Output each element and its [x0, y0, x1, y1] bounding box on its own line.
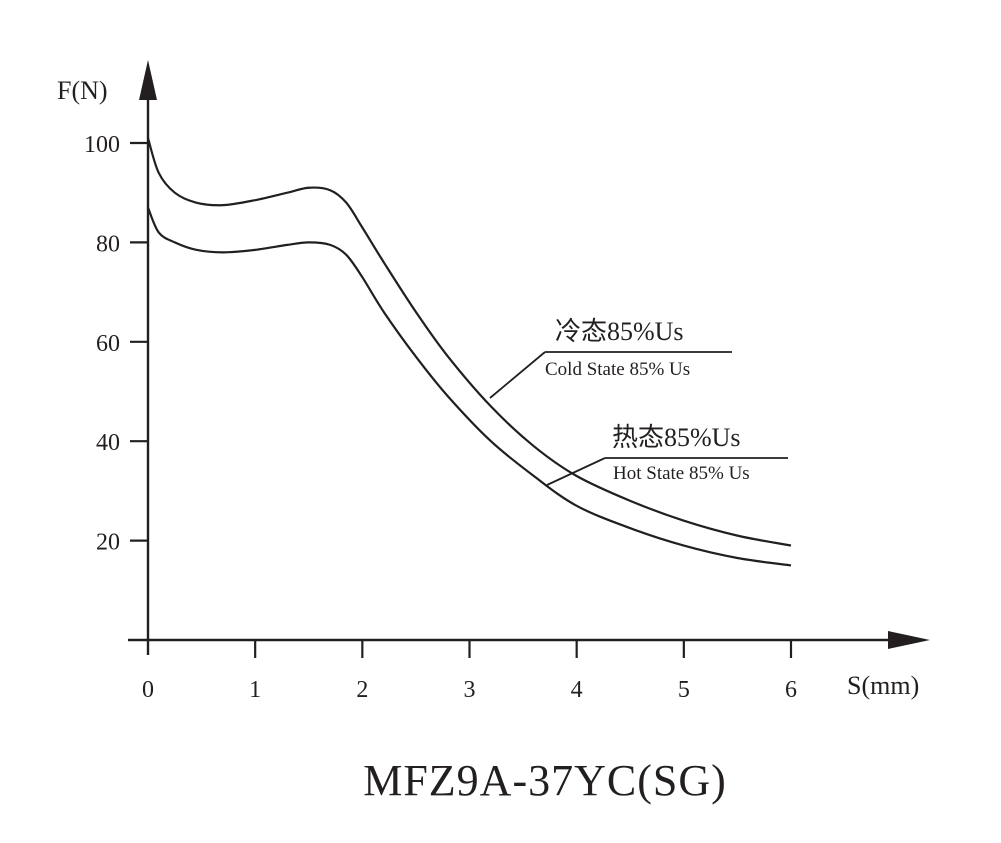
series-line-hot-state — [146, 207, 792, 567]
x-ticks: 0 1 2 3 4 5 6 — [142, 640, 797, 703]
annotation-hot-leader — [546, 457, 606, 486]
x-tick-label: 1 — [249, 677, 261, 703]
annotation-cold-leader — [489, 351, 546, 399]
y-axis-arrow — [139, 60, 157, 100]
series-line-cold-state — [146, 137, 792, 547]
x-tick-label: 3 — [464, 677, 476, 703]
annotation-hot-state: 热态85%Us Hot State 85% Us — [546, 423, 788, 486]
x-tick-label: 0 — [142, 677, 154, 703]
x-tick-label: 2 — [356, 677, 368, 703]
y-tick-label: 80 — [96, 231, 120, 257]
x-tick-label: 4 — [571, 677, 583, 703]
annotation-cold-en: Cold State 85% Us — [545, 359, 690, 380]
chart-title: MFZ9A-37YC(SG) — [363, 756, 727, 805]
x-tick-label: 6 — [785, 677, 797, 703]
y-axis-label: F(N) — [57, 76, 108, 105]
y-tick-label: 100 — [84, 132, 120, 158]
x-axis-label: S(mm) — [847, 671, 919, 700]
series-group — [146, 137, 792, 567]
annotation-hot-en: Hot State 85% Us — [613, 463, 750, 484]
axes — [128, 60, 930, 655]
annotation-cold-cn: 冷态85%Us — [555, 317, 684, 346]
annotation-cold-state: 冷态85%Us Cold State 85% Us — [489, 317, 732, 399]
x-axis-arrow — [888, 631, 930, 649]
y-tick-label: 20 — [96, 530, 120, 556]
x-tick-label: 5 — [678, 677, 690, 703]
y-ticks: 20 40 60 80 100 — [84, 132, 148, 556]
annotation-hot-cn: 热态85%Us — [612, 423, 741, 452]
y-tick-label: 60 — [96, 331, 120, 357]
y-tick-label: 40 — [96, 430, 120, 456]
